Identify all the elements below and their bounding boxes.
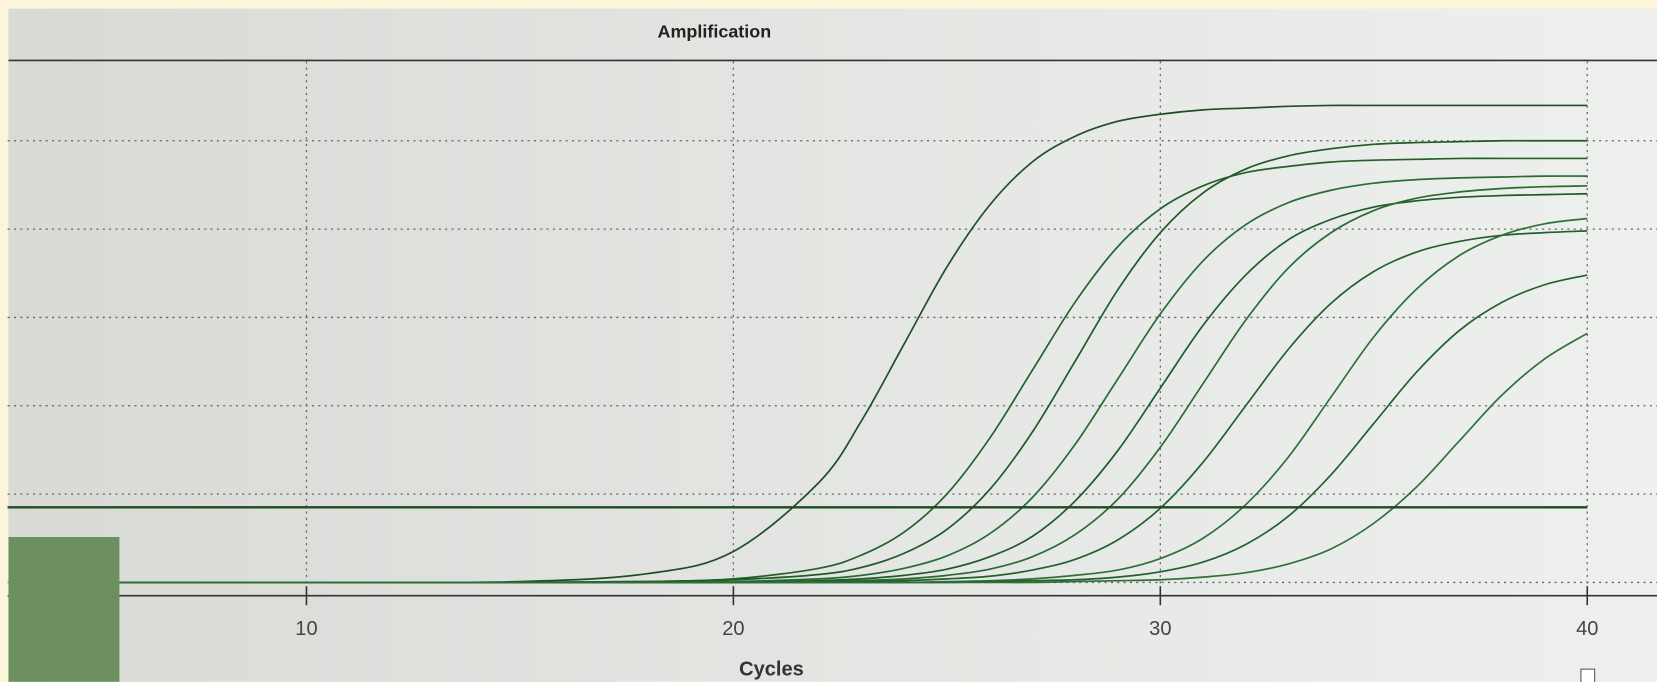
overlay-box <box>8 537 120 682</box>
x-axis-label: Cycles <box>739 658 804 680</box>
amplification-curve <box>92 104 1588 584</box>
x-tick-label: 20 <box>722 618 744 640</box>
x-tick-label: 30 <box>1149 618 1171 640</box>
plot: 10 20 30 40 <box>7 61 1657 640</box>
checkbox[interactable] <box>1580 668 1596 682</box>
amplification-curve <box>92 332 1588 584</box>
chart-title: Amplification <box>658 22 772 42</box>
screen <box>8 8 1657 682</box>
x-tick-label: 40 <box>1576 618 1598 640</box>
x-tick-label: 10 <box>295 618 317 640</box>
